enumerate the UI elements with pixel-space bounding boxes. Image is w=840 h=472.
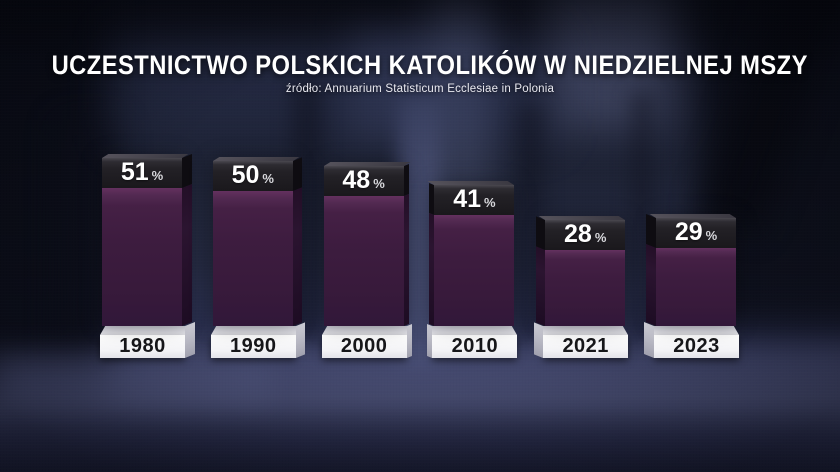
- bar-2000: 48%: [323, 166, 404, 326]
- percent-sign: %: [151, 168, 164, 184]
- bar-side-face: [429, 183, 435, 326]
- bar-side-body: [429, 213, 435, 326]
- bar-top-face: [323, 162, 410, 167]
- bar-value: 41: [453, 185, 482, 214]
- pedestal: 2010: [432, 335, 518, 358]
- bar-column-2021: 2021 28%: [534, 0, 639, 358]
- bar-side-body: [292, 187, 302, 326]
- bar-side-cap: [292, 157, 302, 191]
- bar-value-cap: 51%: [102, 158, 182, 189]
- year-label: 2021: [562, 335, 609, 357]
- bar-value-cap: 50%: [212, 161, 293, 191]
- pedestal-top-face: [427, 326, 518, 335]
- bar-side-body: [403, 194, 409, 326]
- bar-body: [434, 215, 515, 326]
- bar-body: [323, 196, 404, 326]
- pedestal: 2023: [654, 335, 739, 358]
- bar-side-face: [403, 164, 409, 326]
- bar-value-cap: 28%: [545, 220, 626, 251]
- bar-side-body: [536, 246, 546, 326]
- bar-side-cap: [429, 183, 435, 216]
- bar-body: [656, 247, 736, 326]
- bar-side-cap: [646, 213, 656, 248]
- percent-sign: %: [594, 230, 607, 246]
- bar-1980: 51%: [102, 158, 182, 326]
- chart-header: UCZESTNICTWO POLSKICH KATOLIKÓW W NIEDZI…: [0, 50, 840, 95]
- percent-sign: %: [373, 176, 385, 192]
- pedestal-side-face: [427, 323, 433, 358]
- bar-column-2023: 2023 29%: [644, 0, 750, 358]
- bar-top-face: [649, 213, 736, 218]
- year-label: 1980: [119, 335, 166, 357]
- bar-top-face: [102, 154, 189, 159]
- pedestal-side-face: [534, 322, 544, 358]
- year-label: 2023: [673, 335, 720, 357]
- bar-column-1990: 1990 50%: [210, 0, 307, 358]
- bar-value-cap: 41%: [434, 185, 515, 216]
- bar-side-cap: [403, 164, 409, 197]
- bar-2010: 41%: [434, 185, 515, 326]
- bar-body: [102, 188, 182, 326]
- bar-top-face: [212, 157, 300, 161]
- pedestal-side-face: [406, 323, 412, 358]
- bar-side-face: [646, 213, 656, 326]
- bar-value: 50: [231, 161, 260, 189]
- bar-value: 28: [564, 220, 592, 249]
- percent-sign: %: [262, 171, 274, 186]
- pedestal-side-face: [644, 321, 654, 358]
- bg-shape: [0, 352, 840, 410]
- bar-1990: 50%: [212, 161, 293, 326]
- percent-sign: %: [484, 195, 496, 211]
- bar-column-2000: 2000 48%: [321, 0, 418, 358]
- bg-shape: [120, 40, 550, 135]
- percent-sign: %: [705, 227, 718, 243]
- pedestal: 2000: [321, 335, 407, 358]
- bar-side-cap: [536, 216, 546, 251]
- bar-side-body: [182, 184, 192, 326]
- bar-value-cap: 29%: [656, 217, 736, 248]
- bg-shape: [0, 362, 270, 404]
- bar-column-2010: 2010 41%: [427, 0, 528, 358]
- pedestal: 1990: [210, 335, 296, 358]
- bar-value: 51: [120, 158, 149, 187]
- bar-2023: 29%: [656, 217, 736, 326]
- bar-column-1980: 1980 51%: [100, 0, 196, 358]
- pedestal: 1980: [100, 335, 185, 358]
- pedestal-side-face: [185, 321, 195, 358]
- bar-side-face: [182, 154, 192, 326]
- year-label: 2000: [340, 335, 388, 357]
- pedestal-top-face: [210, 326, 301, 335]
- pedestal-top-face: [537, 326, 629, 335]
- bar-body: [212, 191, 293, 326]
- chart-title: UCZESTNICTWO POLSKICH KATOLIKÓW W NIEDZI…: [51, 50, 808, 80]
- bar-value-cap: 48%: [323, 166, 404, 197]
- pedestal-top-face: [321, 326, 412, 335]
- bar-top-face: [427, 181, 515, 186]
- bar-value: 48: [342, 166, 371, 195]
- bar-side-body: [646, 243, 656, 326]
- pedestal: 2021: [543, 335, 629, 358]
- bg-shape: [545, 0, 675, 130]
- chart-source: źródło: Annuarium Statisticum Ecclesiae …: [285, 83, 555, 95]
- bar-side-face: [536, 216, 546, 326]
- pedestal-side-face: [295, 322, 305, 358]
- pedestal-top-face: [648, 326, 739, 335]
- bar-value: 29: [674, 217, 703, 246]
- bar-top-face: [538, 216, 626, 221]
- bar-body: [545, 250, 626, 326]
- pedestal-top-face: [100, 326, 191, 335]
- bar-2021: 28%: [545, 220, 626, 326]
- year-label: 2010: [451, 335, 499, 357]
- bar-side-face: [292, 157, 302, 326]
- year-label: 1990: [230, 335, 277, 357]
